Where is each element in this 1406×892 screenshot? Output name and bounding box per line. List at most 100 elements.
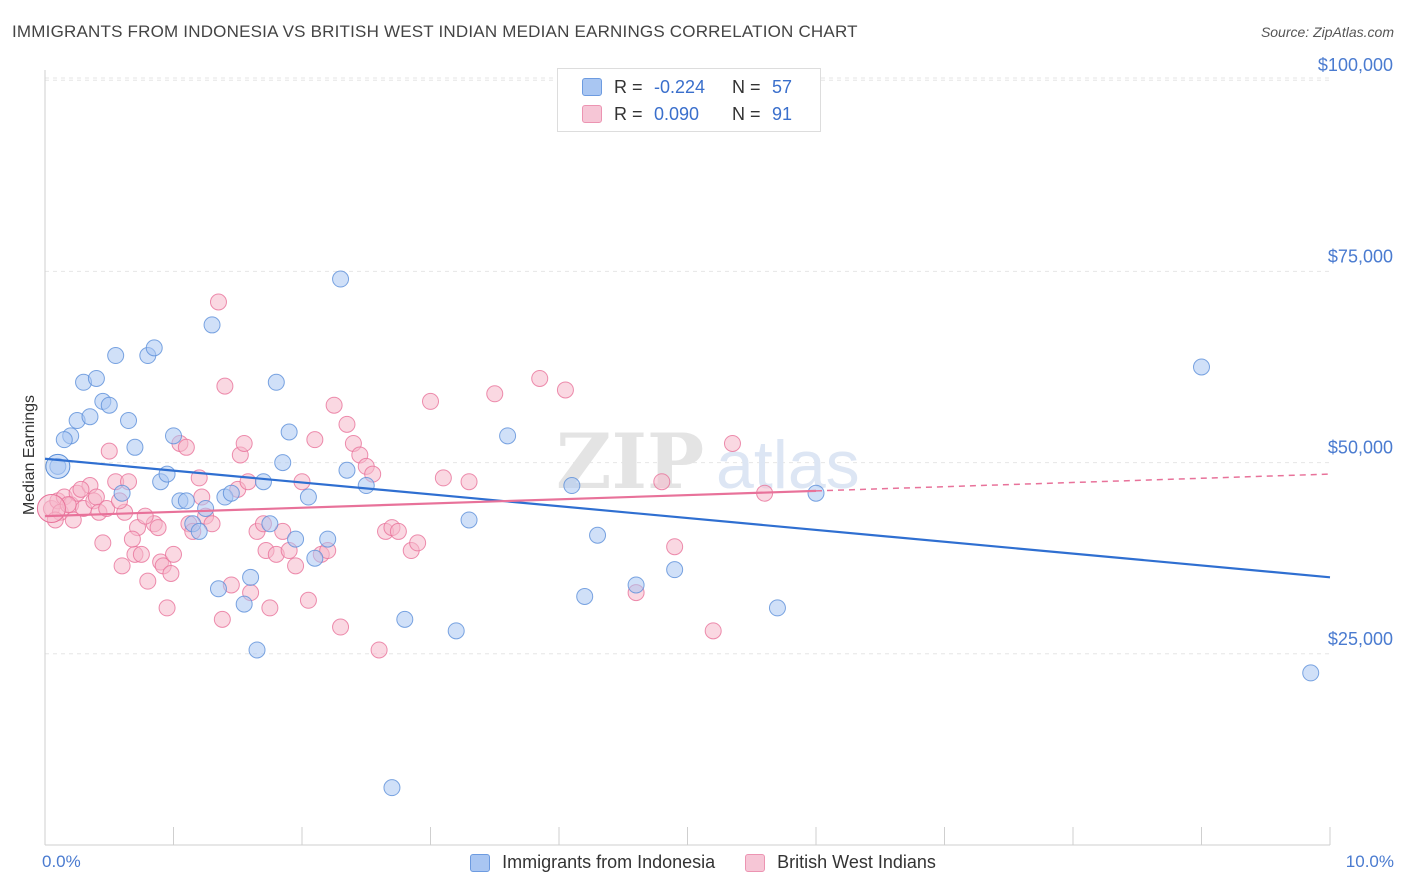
data-point — [666, 561, 684, 579]
data-point — [45, 453, 71, 479]
data-point — [274, 522, 292, 540]
data-point — [299, 488, 317, 506]
data-point — [460, 511, 478, 529]
data-point — [145, 339, 163, 357]
data-point — [94, 534, 112, 552]
r-label: R = — [614, 76, 643, 97]
trend-line-british — [44, 489, 817, 518]
data-point — [332, 618, 350, 636]
data-point — [396, 610, 414, 628]
axes — [44, 70, 1331, 846]
data-point — [261, 599, 279, 617]
data-point — [248, 641, 266, 659]
data-point — [370, 641, 388, 659]
data-point — [158, 599, 176, 617]
data-point — [499, 427, 517, 445]
data-point — [447, 622, 465, 640]
legend-swatch-british — [745, 853, 766, 872]
data-point — [422, 392, 439, 410]
data-point — [556, 381, 574, 399]
data-point — [55, 431, 73, 449]
data-point — [113, 484, 131, 502]
data-point — [274, 454, 292, 472]
data-point — [235, 595, 253, 613]
data-point — [132, 545, 150, 563]
legend-item-indonesia[interactable]: Immigrants from Indonesia — [470, 852, 715, 873]
data-point — [203, 316, 221, 334]
x-tick-label-max: 10.0% — [1345, 852, 1394, 871]
y-tick-label: $100,000 — [1318, 55, 1393, 75]
x-tick-label-min: 0.0% — [42, 852, 81, 871]
data-point — [299, 591, 317, 609]
data-point — [222, 484, 240, 502]
trend-line-british-extension — [815, 473, 1331, 492]
data-point — [306, 549, 324, 567]
data-point — [383, 779, 401, 797]
data-point — [177, 438, 195, 456]
data-point — [165, 427, 182, 445]
data-point — [107, 347, 125, 365]
data-point — [261, 515, 279, 533]
watermark-zip: ZIP — [556, 417, 704, 506]
r-value: 0.090 — [654, 103, 700, 124]
data-point — [165, 545, 182, 563]
data-point — [723, 434, 741, 452]
data-point — [486, 385, 504, 403]
y-tick-label: $75,000 — [1328, 246, 1393, 266]
data-point — [100, 396, 118, 414]
data-point — [434, 469, 452, 487]
data-point — [81, 408, 99, 426]
data-point — [254, 473, 272, 491]
data-point — [332, 270, 350, 288]
data-point — [197, 499, 215, 517]
trend-lines — [44, 457, 1331, 579]
data-point — [704, 622, 722, 640]
data-point — [338, 461, 356, 479]
legend-label-british: British West Indians — [777, 852, 936, 872]
data-point — [287, 530, 305, 548]
data-point — [460, 473, 478, 491]
data-point — [190, 522, 208, 540]
data-point — [136, 507, 154, 525]
data-point — [123, 530, 141, 548]
stat-row-indonesia: R = -0.224 N = 57 — [582, 74, 792, 100]
data-point — [203, 515, 221, 533]
data-point — [36, 493, 66, 523]
r-label: R = — [614, 103, 643, 124]
data-point — [627, 576, 645, 594]
data-point — [531, 369, 549, 387]
y-tick-labels: $25,000 $50,000 $75,000 $100,000 — [1318, 55, 1393, 649]
source-label: Source: ZipAtlas.com — [1260, 24, 1394, 40]
legend-label-indonesia: Immigrants from Indonesia — [502, 852, 716, 872]
data-point — [87, 369, 105, 387]
data-point — [100, 442, 118, 460]
data-point — [287, 557, 305, 575]
data-point — [357, 477, 375, 495]
stats-legend-box: R = -0.224 N = 57 R = 0.090 N = 91 — [557, 68, 821, 132]
data-point — [98, 499, 116, 517]
data-point — [235, 434, 253, 452]
r-value: -0.224 — [654, 76, 706, 97]
data-point — [319, 530, 337, 548]
data-point — [325, 396, 343, 414]
data-point — [120, 412, 138, 430]
data-point — [338, 415, 356, 433]
data-point — [563, 477, 581, 495]
data-point — [242, 568, 260, 586]
legend-item-british[interactable]: British West Indians — [745, 852, 936, 873]
data-point — [589, 526, 607, 544]
stat-swatch-indonesia — [582, 78, 602, 96]
grid-lines — [45, 77, 1330, 655]
data-point — [666, 538, 684, 556]
data-point — [1302, 664, 1320, 682]
data-point — [653, 473, 671, 491]
data-point — [267, 373, 285, 391]
series-legend: Immigrants from Indonesia British West I… — [0, 852, 1406, 873]
data-point — [162, 564, 180, 582]
data-point — [209, 580, 227, 598]
legend-swatch-indonesia — [470, 853, 491, 872]
stat-row-british: R = 0.090 N = 91 — [582, 101, 792, 127]
data-point — [72, 480, 90, 498]
data-point — [807, 484, 825, 502]
data-point — [576, 587, 594, 605]
